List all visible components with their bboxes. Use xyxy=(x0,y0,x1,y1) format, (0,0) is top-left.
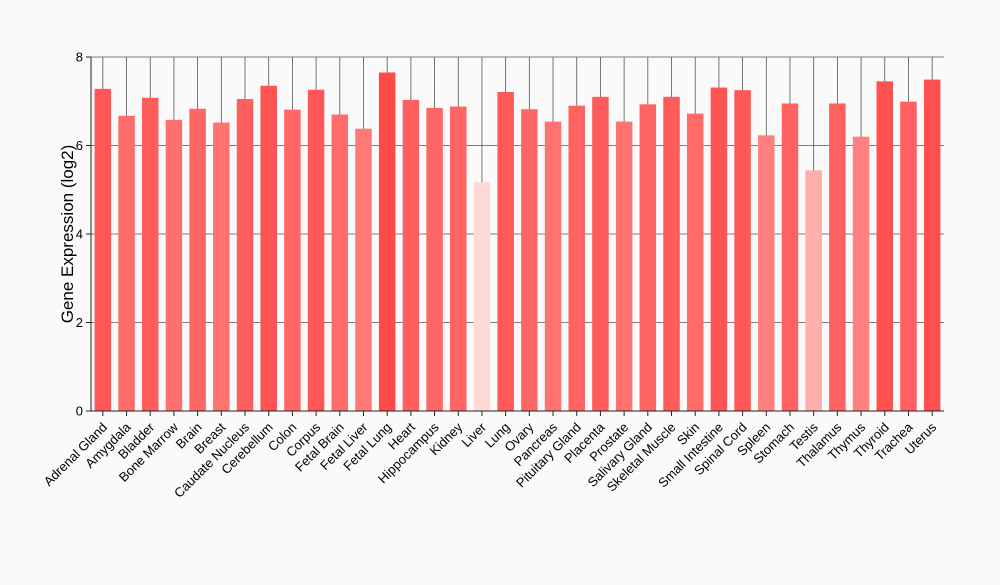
bar-heart[interactable] xyxy=(402,99,420,412)
y-axis-title: Gene Expression (log2) xyxy=(58,145,77,324)
bar-prostate[interactable] xyxy=(615,121,633,411)
bar-pancreas[interactable] xyxy=(544,121,562,411)
bar-cerebellum[interactable] xyxy=(260,85,277,411)
bar-salivary-gland[interactable] xyxy=(639,104,657,411)
y-tick-label: 6 xyxy=(76,138,83,153)
bar-thyroid[interactable] xyxy=(876,81,894,412)
bar-bladder[interactable] xyxy=(141,97,159,412)
bar-corpus[interactable] xyxy=(307,89,325,412)
bar-thymus[interactable] xyxy=(852,136,870,411)
bar-breast[interactable] xyxy=(213,122,230,412)
bar-brain[interactable] xyxy=(189,108,206,412)
bar-trachea[interactable] xyxy=(900,101,917,411)
bar-fetal-lung[interactable] xyxy=(378,72,396,412)
bar-caudate-nucleus[interactable] xyxy=(236,99,254,411)
y-tick-label: 2 xyxy=(76,315,83,330)
bar-pituitary-gland[interactable] xyxy=(568,105,585,412)
y-tick-label: 8 xyxy=(76,50,83,65)
bar-thalamus[interactable] xyxy=(829,103,846,412)
bar-small-intestine[interactable] xyxy=(710,87,728,411)
y-tick-label: 4 xyxy=(76,227,83,242)
bars-layer xyxy=(94,72,941,412)
bar-kidney[interactable] xyxy=(450,106,467,411)
bar-ovary[interactable] xyxy=(521,109,538,411)
axes-layer xyxy=(86,56,944,416)
bar-uterus[interactable] xyxy=(923,79,941,411)
bar-stomach[interactable] xyxy=(781,103,799,412)
bar-placenta[interactable] xyxy=(592,96,609,411)
bar-liver[interactable] xyxy=(473,182,491,411)
x-category-label: Liver xyxy=(459,419,490,450)
bar-colon[interactable] xyxy=(284,109,301,411)
bar-spinal-cord[interactable] xyxy=(734,90,751,411)
bar-skin[interactable] xyxy=(686,113,704,411)
bar-spleen[interactable] xyxy=(758,135,775,411)
bar-adrenal-gland[interactable] xyxy=(94,88,112,412)
bar-bone-marrow[interactable] xyxy=(165,119,183,412)
y-tick-label: 0 xyxy=(76,404,83,419)
bar-testis[interactable] xyxy=(805,170,822,411)
bar-hippocampus[interactable] xyxy=(426,107,443,411)
bar-fetal-brain[interactable] xyxy=(331,114,349,412)
bar-fetal-liver[interactable] xyxy=(355,128,372,411)
bar-skeletal-muscle[interactable] xyxy=(663,96,680,411)
bar-lung[interactable] xyxy=(497,91,514,412)
bar-amygdala[interactable] xyxy=(118,115,135,411)
